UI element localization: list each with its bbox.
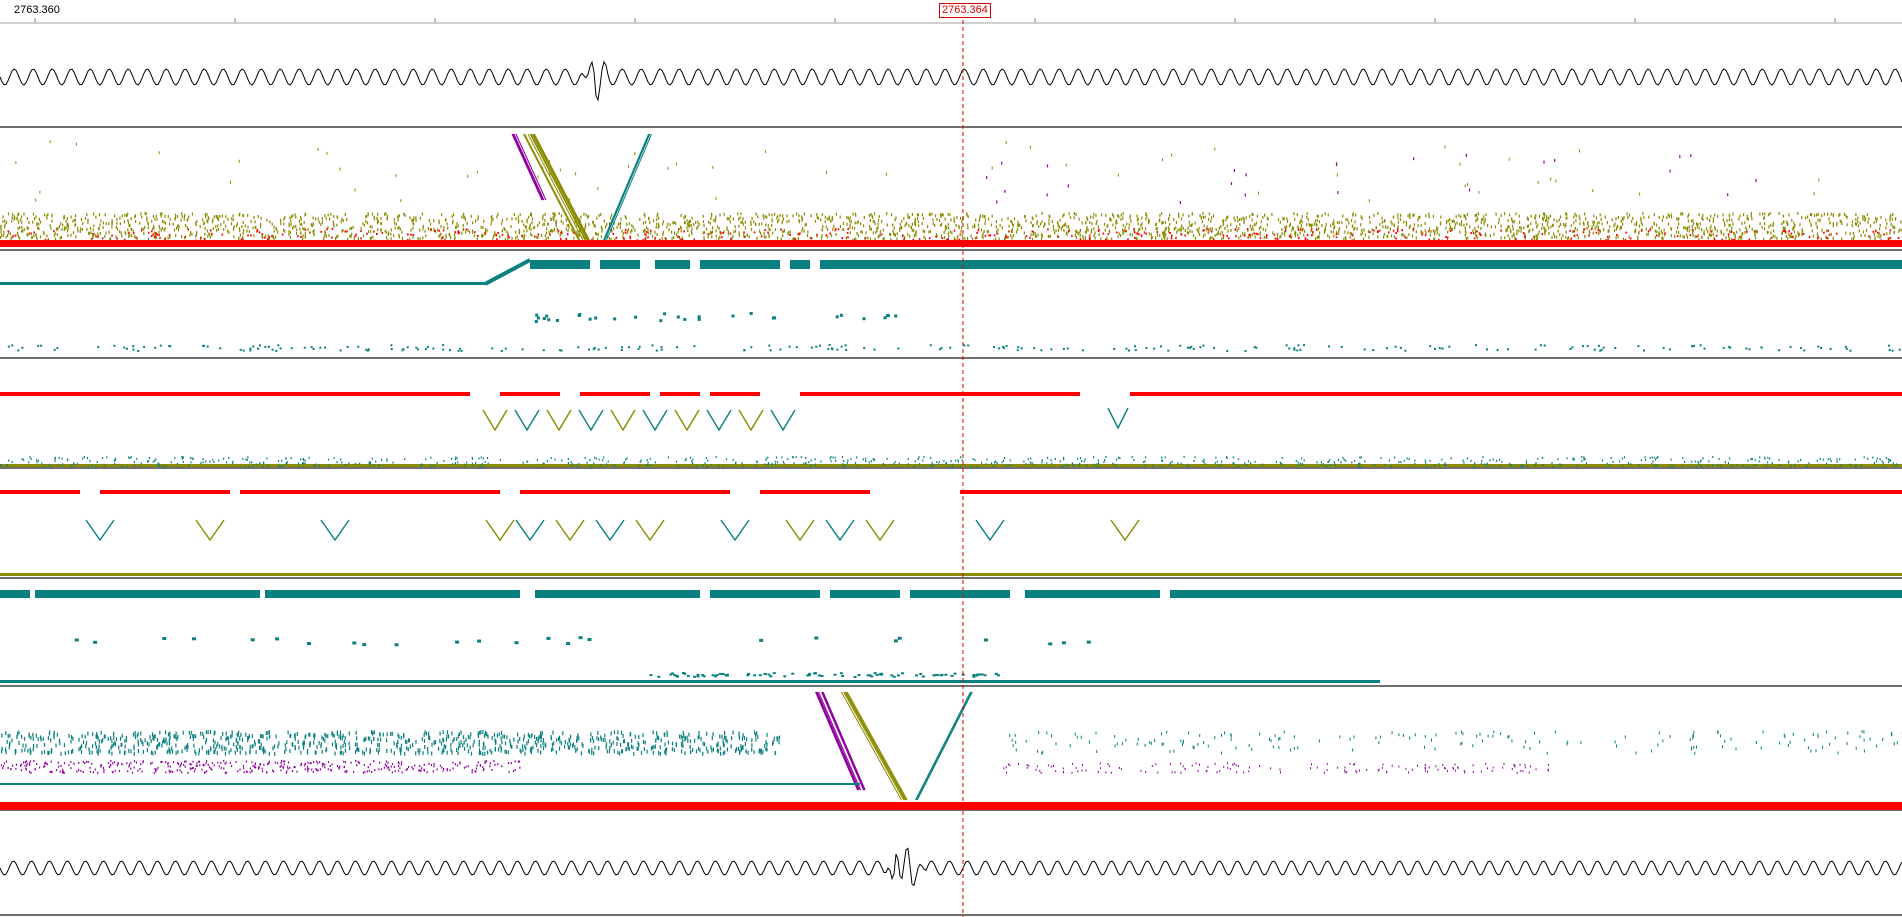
ruler-ticks	[34, 18, 1836, 23]
waveform-track-bottom[interactable]	[0, 847, 1902, 887]
waveform-trace	[0, 60, 1902, 102]
time-ruler[interactable]: 2763.360 2763.364	[0, 0, 1902, 24]
spectrogram-track-2[interactable]	[0, 258, 1902, 352]
spectrogram-track-6[interactable]	[0, 691, 1902, 810]
waveform-track-top[interactable]	[0, 60, 1902, 102]
cursor-time-label[interactable]: 2763.364	[939, 3, 991, 18]
spectrogram-track-4[interactable]	[0, 490, 1902, 576]
spectrogram-track-3[interactable]	[0, 392, 1902, 468]
spectrogram-track-5[interactable]	[0, 590, 1902, 683]
spectrogram-track-1[interactable]	[0, 133, 1902, 247]
waveform-trace	[0, 847, 1902, 887]
ruler-start-time: 2763.360	[14, 4, 60, 16]
